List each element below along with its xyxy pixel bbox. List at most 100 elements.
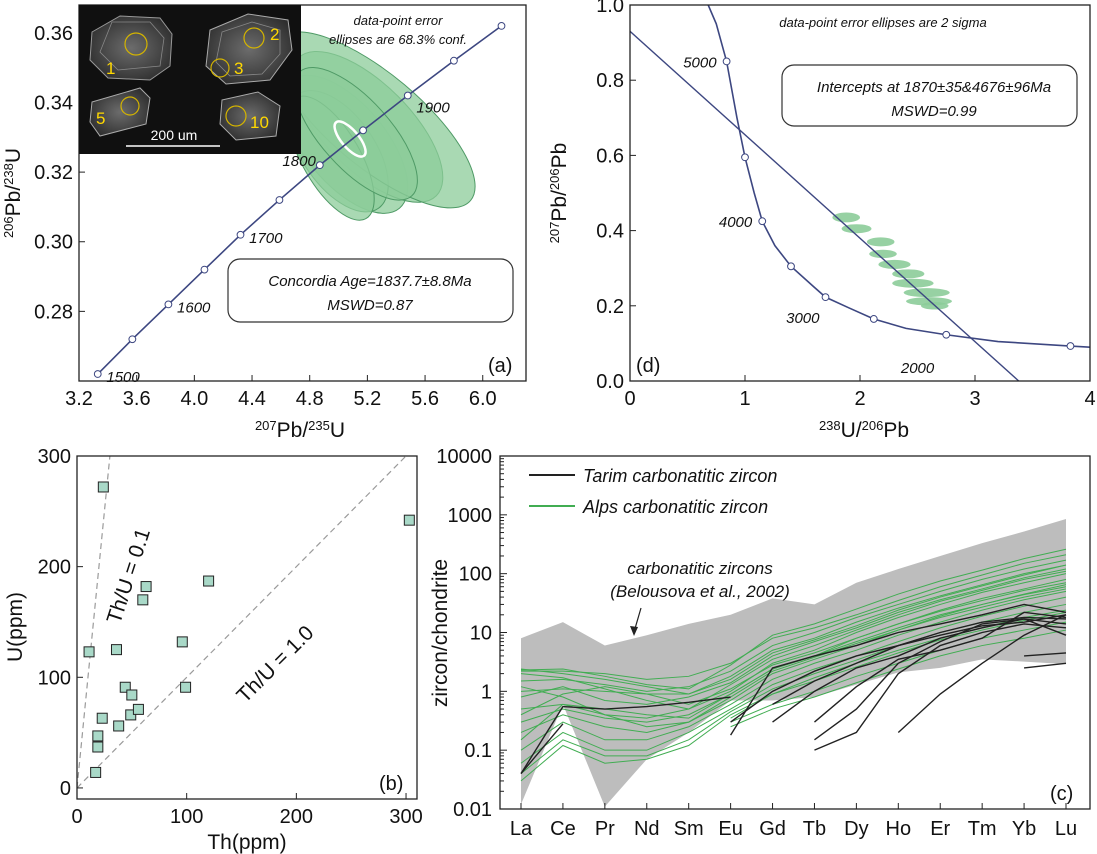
panel-a-ylabel-main2: U xyxy=(2,148,25,163)
x-tick-label-b-0: 0 xyxy=(71,806,82,828)
data-square-b-6 xyxy=(110,644,122,656)
x-tick-label-b-3: 300 xyxy=(389,806,422,828)
alps-line-12-0 xyxy=(520,570,1067,710)
panel-d-y-axis-label: 207Pb/206Pb xyxy=(547,143,572,244)
x-tick-label-c-12: Yb xyxy=(1012,818,1036,840)
tarim-line-9-9 xyxy=(897,614,1067,733)
data-square-b-13 xyxy=(140,581,152,593)
concordia-marker-d-6 xyxy=(942,330,951,339)
panel-d-note: data-point error ellipses are 2 sigma xyxy=(779,15,986,30)
panel-a-xlabel-main2: U xyxy=(330,419,345,442)
y-tick-label-b-0: 0 xyxy=(60,778,71,800)
concordia-marker-d-1 xyxy=(741,153,749,162)
inset-label-5: 5 xyxy=(96,109,105,128)
panel-a-ylabel-main1: Pb/ xyxy=(2,185,25,217)
y-tick-label-b-1: 100 xyxy=(38,667,71,689)
data-square-b-17 xyxy=(403,514,415,526)
x-tick-label-a-6: 5.6 xyxy=(411,388,439,410)
concordia-age-label-a-8: 1900 xyxy=(416,100,450,117)
error-ellipse-d-4 xyxy=(878,259,911,269)
guide-label-th-u-1.0: Th/U = 1.0 xyxy=(232,621,318,707)
data-square-b-10 xyxy=(126,689,138,701)
data-square-b-1 xyxy=(83,646,95,658)
panel-a-ylabel-sup1: 206 xyxy=(1,216,16,238)
y-tick-label-d-4: 0.8 xyxy=(596,70,624,92)
data-square-b-2 xyxy=(90,766,102,778)
data-square-b-16 xyxy=(203,575,215,587)
zircon-grain-10 xyxy=(219,91,281,141)
panel-d-x-axis-label: 238U/206Pb xyxy=(819,418,909,443)
panel-a-result-box xyxy=(227,258,514,323)
concordia-marker-d-4 xyxy=(821,293,830,302)
tarim-line-11-12 xyxy=(1024,652,1067,657)
tarim-line-6-7 xyxy=(814,623,1067,751)
data-square-b-12 xyxy=(137,594,149,606)
legend-label-alps: Alps carbonatitic zircon xyxy=(582,497,768,517)
concordia-marker-a-6 xyxy=(315,161,324,170)
inset-label-3: 3 xyxy=(234,59,243,78)
concordia-age-label-d-0: 5000 xyxy=(683,54,717,71)
panel-a-result-line2: MSWD=0.87 xyxy=(327,297,413,314)
legend-label-tarim: Tarim carbonatitic zircon xyxy=(583,466,777,486)
x-tick-label-c-13: Lu xyxy=(1055,818,1077,840)
alps-line-1-0 xyxy=(521,554,1067,680)
envelope-pointer-head xyxy=(630,626,638,636)
data-square-b-0 xyxy=(97,481,109,493)
data-square-b-9 xyxy=(125,709,137,721)
error-ellipse-d-6 xyxy=(892,278,934,288)
alps-line-14-0 xyxy=(520,588,1067,728)
tarim-line-1-0 xyxy=(520,723,564,775)
inset-scale-label: 200 um xyxy=(151,127,198,143)
error-ellipse-d-1 xyxy=(841,224,872,234)
concordia-marker-d-2 xyxy=(758,217,767,226)
concordia-age-label-a-0: 1500 xyxy=(106,369,140,386)
y-tick-label-d-3: 0.6 xyxy=(596,145,624,167)
tarim-line-10-12 xyxy=(1023,662,1067,669)
concordia-marker-d-5 xyxy=(869,315,878,323)
panel-b-axes: 0 100 200 300 0 100 200 300 xyxy=(38,446,423,828)
x-tick-label-d-4: 4 xyxy=(1084,388,1095,410)
panel-d-axes: 5000 4000 3000 2000 0 1 2 3 4 0.0 0.2 0.4 0.6 0.8 1.0 xyxy=(596,0,1095,410)
panel-b-th-u: 0 100 200 300 0 100 200 300 Th/U = 0.1 Th/U = 1… xyxy=(4,446,423,854)
panel-a-frame xyxy=(78,4,527,382)
concordia-age-label-d-2: 4000 xyxy=(719,214,753,231)
concordia-age-label-a-6: 1800 xyxy=(282,153,316,170)
x-tick-label-c-11: Tm xyxy=(968,818,997,840)
inset-label-10: 10 xyxy=(250,113,269,132)
concordia-marker-d-0 xyxy=(722,57,731,66)
data-square-b-14 xyxy=(176,636,188,648)
panel-a-note-line1: data-point error xyxy=(354,13,444,28)
concordia-marker-a-10 xyxy=(497,21,506,30)
regression-line-d xyxy=(630,30,1020,381)
x-tick-label-d-3: 3 xyxy=(969,388,980,410)
panel-b-x-axis-label: Th(ppm) xyxy=(207,831,286,854)
y-tick-label-a-4: 0.36 xyxy=(34,23,73,45)
panel-c-y-axis-label: zircon/chondrite xyxy=(429,559,452,707)
inset-label-1: 1 xyxy=(106,59,115,78)
spot-circle-1 xyxy=(124,32,148,56)
guide-label-th-u-0.1: Th/U = 0.1 xyxy=(103,526,155,627)
panel-a-result-line1: Concordia Age=1837.7±8.8Ma xyxy=(268,273,471,290)
y-tick-label-c-5: 1000 xyxy=(448,505,493,527)
concordia-marker-d-3 xyxy=(787,262,795,271)
tarim-line-7-7 xyxy=(814,618,1067,741)
panel-a-ylabel-sup2: 238 xyxy=(1,163,16,185)
y-tick-label-c-4: 100 xyxy=(459,564,492,586)
panel-d-plot-area xyxy=(630,5,1090,381)
panel-d-xlabel-main1: U/ xyxy=(841,419,862,442)
concordia-marker-a-2 xyxy=(164,300,173,309)
tarim-line-8-7 xyxy=(814,611,1067,723)
panel-c-axes: 0.01 0.1 1 10 100 1000 10000 La Ce Pr Nd Sm Eu Gd Tb Dy… xyxy=(436,446,1077,840)
y-tick-label-b-3: 300 xyxy=(38,446,71,468)
x-tick-label-a-3: 4.4 xyxy=(238,388,266,410)
envelope-pointer-arrow xyxy=(630,607,642,636)
alps-line-0-0 xyxy=(520,548,1067,690)
x-tick-label-d-1: 1 xyxy=(739,388,750,410)
panel-a-plot-area xyxy=(93,21,506,378)
panel-a-label: (a) xyxy=(488,355,512,377)
y-tick-label-c-1: 0.1 xyxy=(464,740,492,762)
panel-a-xlabel-sup1: 207 xyxy=(255,418,277,433)
panel-a-xlabel-main1: Pb/ xyxy=(277,419,309,442)
concordia-marker-a-0 xyxy=(93,370,102,378)
